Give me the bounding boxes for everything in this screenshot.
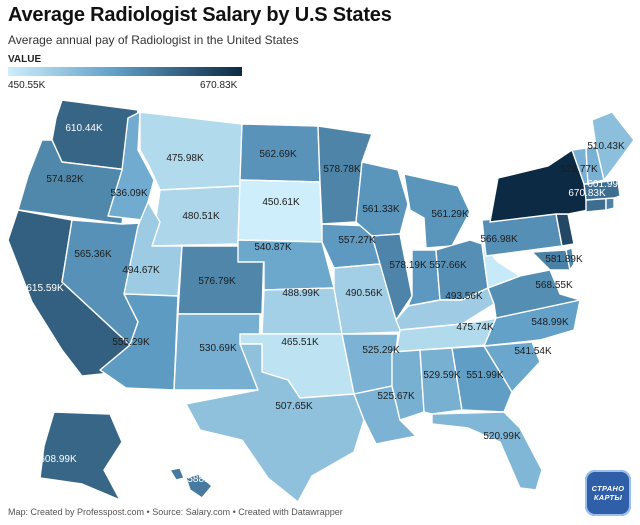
state-co[interactable]: [177, 245, 265, 315]
chart-subtitle: Average annual pay of Radiologist in the…: [8, 33, 299, 47]
state-tx[interactable]: [185, 343, 365, 503]
state-value-label-oh: 566.98K: [480, 234, 518, 245]
state-value-label-wy: 480.51K: [182, 211, 220, 222]
state-ma[interactable]: [583, 179, 621, 201]
state-value-label-ne: 540.87K: [254, 242, 292, 253]
state-value-label-md: 581.89K: [545, 254, 583, 265]
state-value-label-vt: 528.77K: [560, 164, 598, 175]
state-value-label-nd: 562.69K: [259, 149, 297, 160]
state-value-label-id: 536.09K: [110, 188, 148, 199]
state-value-label-mo: 490.56K: [345, 288, 383, 299]
state-az[interactable]: [99, 293, 179, 391]
state-value-label-az: 555.29K: [112, 337, 150, 348]
state-value-label-me: 510.43K: [587, 141, 625, 152]
state-value-label-ar: 525.29K: [362, 345, 400, 356]
state-value-label-ak: 608.99K: [39, 454, 77, 465]
state-value-label-ma: 601.99K: [587, 179, 625, 190]
state-value-label-ny: 670.83K: [568, 188, 606, 199]
state-value-label-va: 568.55K: [535, 280, 573, 291]
state-value-label-sc: 541.54K: [514, 346, 552, 357]
legend-title: VALUE: [8, 54, 42, 65]
legend-min-label: 450.55K: [8, 80, 46, 91]
state-de[interactable]: [565, 247, 575, 271]
state-value-label-sd: 450.61K: [262, 197, 300, 208]
badge-line-1: СТРАНО: [591, 484, 625, 493]
badge-line-2: КАРТЫ: [593, 493, 623, 502]
state-value-label-mt: 475.98K: [166, 153, 204, 164]
state-ri[interactable]: [605, 197, 615, 211]
state-value-label-nv: 565.36K: [74, 249, 112, 260]
state-value-label-wa: 610.44K: [65, 123, 103, 134]
state-value-label-co: 576.79K: [198, 276, 236, 287]
legend-max-label: 670.83K: [200, 80, 238, 91]
state-hi[interactable]: [169, 467, 213, 499]
state-va[interactable]: [487, 269, 581, 319]
state-al[interactable]: [419, 347, 463, 415]
watermark-badge: СТРАНО КАРТЫ: [585, 470, 631, 516]
state-value-label-tn: 475.74K: [456, 322, 494, 333]
state-value-label-tx: 507.65K: [275, 401, 313, 412]
state-ny[interactable]: [489, 149, 591, 223]
state-value-label-hi: 588.39K: [187, 474, 225, 485]
state-value-label-il: 578.19K: [389, 260, 427, 271]
state-fl[interactable]: [431, 411, 543, 491]
state-mt[interactable]: [139, 111, 243, 191]
state-value-label-nm: 530.69K: [199, 343, 237, 354]
state-value-label-wi: 561.33K: [362, 204, 400, 215]
state-ak[interactable]: [39, 411, 123, 501]
state-value-label-ia: 557.27K: [338, 235, 376, 246]
state-value-label-fl: 520.99K: [483, 431, 521, 442]
state-value-label-nc: 548.99K: [531, 317, 569, 328]
state-sc[interactable]: [483, 341, 541, 393]
state-value-label-ok: 465.51K: [281, 337, 319, 348]
state-in[interactable]: [407, 249, 441, 307]
state-me[interactable]: [591, 111, 635, 181]
chart-title: Average Radiologist Salary by U.S States: [8, 4, 392, 26]
state-value-label-or: 574.82K: [46, 174, 84, 185]
state-value-label-mi: 561.29K: [431, 209, 469, 220]
state-value-label-al: 529.59K: [423, 370, 461, 381]
state-il[interactable]: [371, 233, 413, 321]
state-value-label-ky: 493.56K: [445, 291, 483, 302]
footer-credit: Map: Created by Professpost.com • Source…: [8, 507, 343, 517]
state-mi[interactable]: [403, 173, 471, 249]
state-value-label-mn: 578.78K: [323, 164, 361, 175]
state-value-label-ut: 494.67K: [122, 265, 160, 276]
legend-color-bar: [8, 67, 242, 76]
state-value-label-ga: 551.99K: [466, 370, 504, 381]
state-value-label-ca: 615.59K: [26, 283, 64, 294]
state-value-label-la: 525.67K: [377, 391, 415, 402]
state-ga[interactable]: [451, 345, 513, 413]
state-wi[interactable]: [355, 161, 409, 237]
state-sd[interactable]: [237, 179, 323, 243]
state-value-label-in: 557.66K: [429, 260, 467, 271]
state-ms[interactable]: [391, 349, 425, 421]
state-value-label-ks: 488.99K: [282, 288, 320, 299]
